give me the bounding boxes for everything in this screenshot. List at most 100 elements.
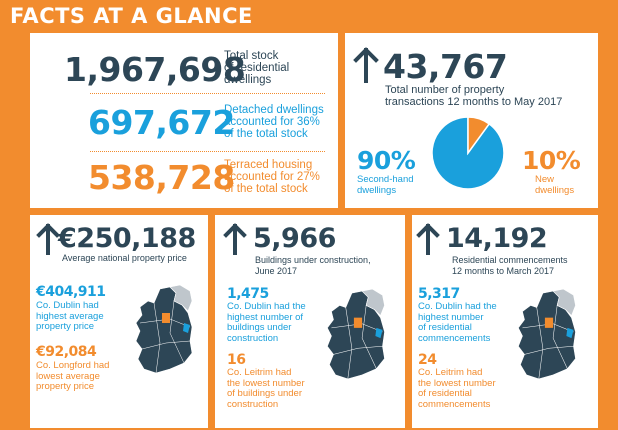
- construction-label: Buildings under construction, June 2017: [255, 255, 371, 276]
- construction-panel: 5,966 Buildings under construction, June…: [215, 215, 405, 428]
- total-stock-label: Total stock of residential dwellings: [224, 50, 334, 86]
- total-stock-label-line: of residential: [224, 62, 290, 74]
- price-f2-line: property price: [36, 381, 95, 392]
- price-f1-line: highest average: [36, 310, 104, 322]
- second-hand-label-line: Second-hand: [357, 174, 414, 185]
- construction-f2-line: Co. Leitrim had: [227, 367, 292, 378]
- pie-slice-new: [467, 116, 491, 156]
- commencements-f1-value: 5,317: [418, 286, 460, 302]
- commencements-label-line: Residential commencements: [452, 255, 568, 265]
- northern-ireland-shape: [361, 288, 385, 317]
- up-arrow-icon: [223, 223, 247, 255]
- second-hand-label: Second-hand dwellings: [357, 174, 414, 196]
- up-arrow-icon: [416, 223, 440, 255]
- county-border: [524, 346, 574, 355]
- transactions-pie-chart: [431, 116, 505, 190]
- price-f1-value: €404,911: [36, 284, 106, 300]
- commencements-f1-line: commencements: [418, 332, 491, 344]
- county-lowest-highlight: [544, 317, 554, 328]
- new-label-line: dwellings: [535, 184, 575, 196]
- transactions-value: 43,767: [383, 47, 508, 86]
- terraced-label-line: of the total stock: [224, 183, 308, 195]
- county-border: [522, 323, 574, 333]
- new-label-line: New: [535, 174, 555, 185]
- second-hand-pct: 90%: [357, 146, 416, 175]
- construction-f2-line: of buildings under: [227, 388, 302, 399]
- county-border: [361, 305, 377, 369]
- ireland-map-icon: [517, 288, 576, 380]
- county-lowest-highlight: [353, 317, 363, 328]
- commencements-panel: 14,192 Residential commencements 12 mont…: [412, 215, 598, 428]
- county-dublin-highlight: [566, 327, 574, 339]
- price-f2-value: €92,084: [36, 344, 97, 360]
- county-dublin-highlight: [183, 323, 190, 333]
- commencements-f1-line: highest number: [418, 311, 484, 323]
- construction-f1-value: 1,475: [227, 286, 269, 302]
- county-border: [153, 302, 161, 374]
- commencements-f2-line: the lowest number: [418, 377, 496, 389]
- commencements-f1-line: Co. Dublin had the: [418, 301, 497, 312]
- detached-label-line: of the total stock: [224, 128, 308, 140]
- total-stock-value: 1,967,698: [64, 50, 246, 89]
- terraced-label-line: accounted for 27%: [224, 171, 320, 183]
- commencements-f1-line: of residential: [418, 322, 472, 333]
- price-f1-label: Co. Dublin had highest average property …: [36, 300, 104, 333]
- price-value: €250,188: [58, 223, 196, 254]
- detached-label-line: accounted for 36%: [224, 116, 320, 128]
- construction-value: 5,966: [253, 223, 336, 254]
- construction-f1-line: Co. Dublin had the: [227, 301, 306, 312]
- price-f2-line: Co. Longford had: [36, 360, 110, 371]
- total-stock-label-line: dwellings: [224, 74, 272, 86]
- commencements-value: 14,192: [446, 223, 548, 254]
- price-f1-line: property price: [36, 321, 95, 332]
- up-arrow-icon: [353, 47, 379, 83]
- terraced-label-line: Terraced housing: [224, 159, 313, 171]
- page-title: FACTS AT A GLANCE: [10, 4, 253, 28]
- northern-ireland-shape: [552, 288, 576, 317]
- stock-panel: 1,967,698 Total stock of residential dwe…: [30, 33, 338, 208]
- price-f2-line: lowest average: [36, 370, 100, 382]
- commencements-label-line: 12 months to March 2017: [452, 265, 555, 276]
- new-pct: 10%: [522, 146, 581, 175]
- divider: [90, 93, 325, 94]
- price-panel: €250,188 Average national property price…: [30, 215, 208, 428]
- construction-f2-line: the lowest number: [227, 377, 305, 389]
- construction-label-line: June 2017: [255, 265, 298, 276]
- detached-value: 697,672: [88, 103, 235, 142]
- construction-label-line: Buildings under construction,: [255, 255, 371, 265]
- county-border: [345, 307, 353, 379]
- construction-f1-line: buildings under: [227, 322, 292, 333]
- second-hand-label-line: dwellings: [357, 184, 397, 196]
- construction-f1-line: highest number of: [227, 311, 304, 323]
- construction-f2-label: Co. Leitrim had the lowest number of bui…: [227, 367, 305, 410]
- price-label: Average national property price: [62, 253, 187, 263]
- price-f1-line: Co. Dublin had: [36, 300, 99, 311]
- construction-f2-value: 16: [227, 352, 246, 368]
- terraced-label: Terraced housing accounted for 27% of th…: [224, 159, 336, 195]
- county-border: [169, 300, 185, 364]
- county-border: [536, 307, 544, 379]
- county-lowest-highlight: [162, 313, 170, 323]
- county-border: [333, 346, 383, 355]
- detached-label: Detached dwellings accounted for 36% of …: [224, 104, 336, 140]
- terraced-value: 538,728: [88, 158, 235, 197]
- northern-ireland-shape: [169, 284, 193, 312]
- transactions-label-line: Total number of property: [385, 84, 505, 96]
- commencements-f2-line: of residential: [418, 388, 472, 399]
- commencements-f2-label: Co. Leitrim had the lowest number of res…: [418, 367, 496, 410]
- detached-label-line: Detached dwellings: [224, 104, 324, 116]
- total-stock-label-line: Total stock: [224, 50, 279, 62]
- county-border: [552, 305, 568, 369]
- ireland-map-icon: [135, 284, 193, 374]
- new-label: New dwellings: [535, 174, 575, 196]
- construction-f1-line: construction: [227, 332, 279, 344]
- up-arrow-icon: [36, 223, 60, 255]
- ireland-map-icon: [326, 288, 385, 380]
- commencements-f1-label: Co. Dublin had the highest number of res…: [418, 301, 497, 344]
- commencements-f2-value: 24: [418, 352, 437, 368]
- county-dublin-highlight: [375, 327, 383, 339]
- price-f2-label: Co. Longford had lowest average property…: [36, 360, 110, 393]
- transactions-label-line: transactions 12 months to May 2017: [385, 96, 563, 108]
- commencements-f2-line: Co. Leitrim had: [418, 367, 483, 378]
- commencements-label: Residential commencements 12 months to M…: [452, 255, 568, 276]
